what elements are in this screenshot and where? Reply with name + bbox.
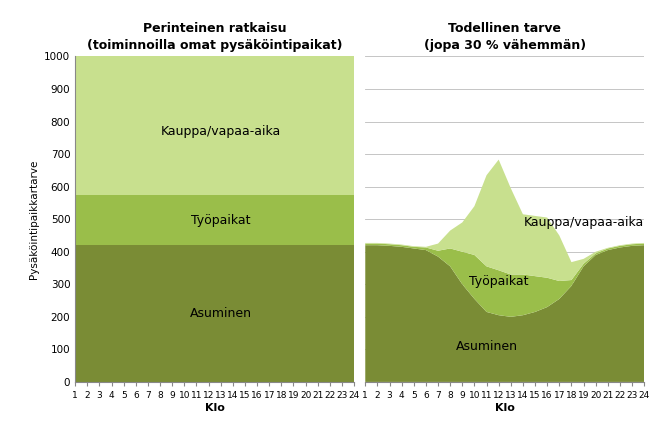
Title: Todellinen tarve
(jopa 30 % vähemmän): Todellinen tarve (jopa 30 % vähemmän) — [424, 23, 586, 53]
Title: Perinteinen ratkaisu
(toiminnoilla omat pysäköintipaikat): Perinteinen ratkaisu (toiminnoilla omat … — [87, 23, 343, 53]
X-axis label: Klo: Klo — [495, 403, 515, 413]
Text: Asuminen: Asuminen — [190, 307, 252, 320]
Y-axis label: Pysäköintipaikkartarve: Pysäköintipaikkartarve — [29, 159, 39, 279]
Text: Kauppa/vapaa-aika: Kauppa/vapaa-aika — [523, 216, 644, 229]
Text: Työpaikat: Työpaikat — [191, 214, 250, 227]
Text: Työpaikat: Työpaikat — [469, 275, 528, 287]
X-axis label: Klo: Klo — [205, 403, 224, 413]
Text: Kauppa/vapaa-aika: Kauppa/vapaa-aika — [161, 125, 281, 138]
Text: Asuminen: Asuminen — [456, 340, 517, 352]
